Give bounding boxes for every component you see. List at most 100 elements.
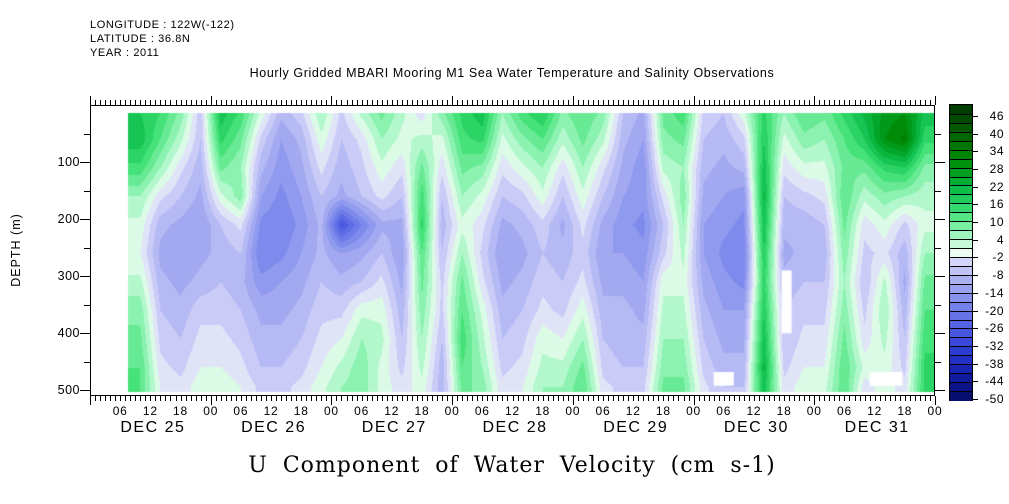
x-tick	[915, 396, 916, 401]
x-tick	[352, 100, 353, 105]
day-label: DEC 25	[120, 419, 186, 436]
y-tick	[84, 248, 90, 249]
x-tick	[176, 396, 177, 401]
x-tick	[301, 100, 302, 105]
x-tick	[774, 396, 775, 401]
y-tick	[935, 362, 941, 363]
hour-tick-label: 18	[655, 404, 671, 418]
x-tick	[844, 100, 845, 105]
x-tick	[668, 100, 669, 105]
x-tick	[538, 100, 539, 105]
x-tick	[528, 100, 529, 105]
x-tick	[794, 396, 795, 401]
x-tick	[865, 396, 866, 401]
x-tick	[311, 100, 312, 105]
x-tick	[321, 396, 322, 401]
x-tick	[211, 396, 212, 405]
colorbar-tick	[973, 222, 978, 223]
colorbar-segment	[950, 301, 972, 312]
y-tick	[84, 305, 90, 306]
x-tick	[191, 100, 192, 105]
x-tick	[774, 100, 775, 105]
metadata-longitude: LONGITUDE : 122W(-122)	[90, 19, 235, 31]
x-tick	[135, 100, 136, 105]
hour-tick-label: 12	[746, 404, 762, 418]
colorbar-tick-label: -32	[985, 338, 1004, 353]
x-tick	[709, 396, 710, 401]
colorbar-segment	[950, 355, 972, 366]
colorbar-segment	[950, 292, 972, 303]
hour-tick-label: 00	[565, 404, 581, 418]
x-tick	[749, 396, 750, 401]
hour-tick-label: 00	[686, 404, 702, 418]
x-axis-caption: U Component of Water Velocity (cm s-1)	[248, 453, 776, 478]
colorbar-segment	[950, 283, 972, 294]
x-tick	[422, 100, 423, 105]
hour-tick-label: 06	[474, 404, 490, 418]
x-tick	[548, 396, 549, 401]
x-tick	[236, 100, 237, 105]
x-tick	[689, 100, 690, 105]
x-tick	[497, 100, 498, 105]
x-tick	[105, 100, 106, 105]
x-tick	[487, 396, 488, 401]
x-tick	[724, 100, 725, 105]
x-tick	[925, 396, 926, 401]
depth-tick-label: 100	[57, 155, 80, 170]
x-tick	[834, 396, 835, 401]
x-tick	[875, 396, 876, 401]
x-tick	[362, 100, 363, 105]
colorbar	[949, 104, 973, 401]
x-tick	[784, 100, 785, 105]
x-tick	[814, 396, 815, 405]
colorbar-segment	[950, 239, 972, 250]
x-tick	[920, 396, 921, 401]
x-tick	[729, 396, 730, 401]
x-tick	[191, 396, 192, 401]
x-tick	[518, 100, 519, 105]
x-tick	[593, 396, 594, 401]
colorbar-segment	[950, 274, 972, 285]
x-tick	[281, 100, 282, 105]
x-tick	[839, 100, 840, 105]
x-tick	[583, 100, 584, 105]
x-tick	[699, 100, 700, 105]
colorbar-segment	[950, 185, 972, 196]
x-tick	[663, 396, 664, 401]
x-tick	[518, 396, 519, 401]
x-tick	[563, 100, 564, 105]
x-tick	[663, 100, 664, 105]
x-tick	[704, 396, 705, 401]
depth-tick-label: 500	[57, 383, 80, 398]
x-tick	[125, 396, 126, 401]
x-tick	[492, 100, 493, 105]
colorbar-segment	[950, 391, 972, 401]
x-tick	[487, 100, 488, 105]
x-tick	[276, 396, 277, 401]
colorbar-segment	[950, 221, 972, 232]
hour-tick-label: 18	[535, 404, 551, 418]
x-tick	[603, 100, 604, 105]
x-tick	[588, 100, 589, 105]
x-tick	[809, 100, 810, 105]
x-tick	[593, 100, 594, 105]
x-tick	[442, 396, 443, 401]
hour-tick-label: 12	[505, 404, 520, 418]
x-tick	[417, 100, 418, 105]
x-tick	[613, 396, 614, 401]
x-tick	[744, 396, 745, 401]
x-tick	[467, 100, 468, 105]
x-tick	[558, 396, 559, 401]
x-tick	[140, 396, 141, 401]
x-tick	[829, 396, 830, 401]
x-tick	[910, 396, 911, 401]
x-tick	[216, 100, 217, 105]
x-tick	[543, 100, 544, 105]
x-tick	[497, 396, 498, 401]
x-tick	[201, 396, 202, 401]
x-tick	[256, 100, 257, 105]
x-tick	[653, 396, 654, 401]
x-tick	[226, 100, 227, 105]
x-tick	[206, 100, 207, 105]
x-tick	[618, 100, 619, 105]
